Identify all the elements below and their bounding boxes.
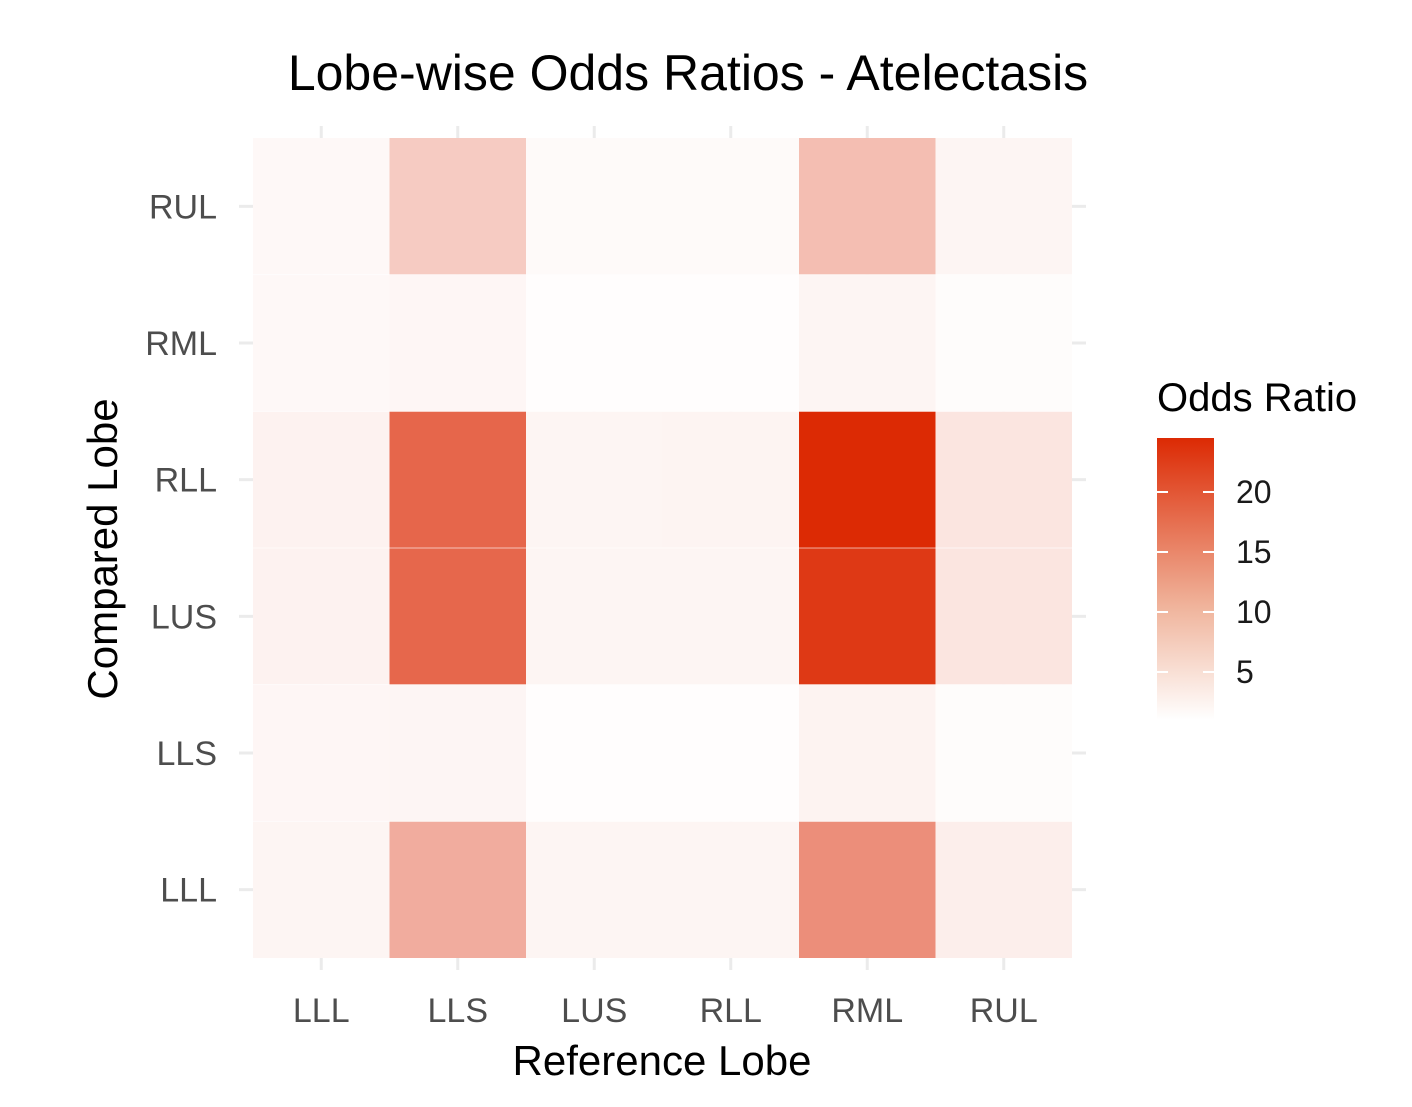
heatmap-cell-rul-lll — [935, 821, 1072, 958]
legend-ticks: 5 10 15 20 — [1157, 474, 1272, 690]
heatmap-cell-lus-rll — [526, 411, 663, 548]
heatmap-cell-lus-lus — [526, 548, 663, 685]
heatmap-cell-lls-lus — [389, 548, 526, 685]
heatmap-cell-rul-lls — [935, 684, 1072, 822]
x-axis-title: Reference Lobe — [513, 1037, 812, 1084]
heatmap-cell-lls-rul — [389, 138, 526, 275]
heatmap-cell-lll-rll — [253, 411, 390, 548]
heatmap-cell-rml-rll — [799, 411, 936, 548]
heatmap-cell-rml-lll — [799, 821, 936, 958]
heatmap-cell-rml-lls — [799, 684, 936, 822]
heatmap-tiles — [253, 138, 1072, 958]
heatmap-cell-lus-rul — [526, 138, 663, 275]
y-tick-label: RUL — [149, 188, 217, 226]
heatmap-cell-lll-rul — [253, 138, 390, 275]
heatmap-cell-lls-lll — [389, 821, 526, 958]
heatmap-cell-lll-rml — [253, 274, 390, 412]
heatmap-cell-rml-lus — [799, 548, 936, 685]
x-tick-label: LLS — [428, 992, 489, 1030]
y-tick-label: RLL — [155, 462, 217, 500]
y-axis-ticks: LLL LLS LUS RLL RML RUL — [145, 188, 217, 909]
heatmap-cell-rll-rul — [662, 138, 799, 275]
heatmap-cell-rll-rll — [662, 411, 799, 548]
x-tick-label: RML — [831, 992, 903, 1030]
legend-tick-label: 5 — [1236, 654, 1254, 690]
heatmap-cell-rul-rul — [935, 138, 1072, 275]
heatmap-cell-lls-rml — [389, 274, 526, 412]
heatmap-cell-rll-rml — [662, 274, 799, 412]
x-tick-label: RUL — [970, 992, 1038, 1030]
heatmap-cell-rll-lll — [662, 821, 799, 958]
legend-tick-label: 20 — [1236, 474, 1272, 510]
heatmap-cell-lll-lll — [253, 821, 390, 958]
heatmap-cell-lls-rll — [389, 411, 526, 548]
y-tick-label: LLL — [160, 872, 217, 910]
heatmap-cell-rml-rul — [799, 138, 936, 275]
heatmap-cell-lus-lll — [526, 821, 663, 958]
heatmap-cell-rll-lls — [662, 684, 799, 822]
heatmap-cell-lus-rml — [526, 274, 663, 412]
heatmap-cell-rll-lus — [662, 548, 799, 685]
heatmap-cell-lll-lls — [253, 684, 390, 822]
chart-title: Lobe-wise Odds Ratios - Atelectasis — [288, 45, 1088, 101]
heatmap-cell-lls-lls — [389, 684, 526, 822]
heatmap-cell-lus-lls — [526, 684, 663, 822]
y-tick-label: LLS — [157, 735, 218, 773]
color-legend: Odds Ratio 5 10 15 20 — [1157, 376, 1357, 720]
y-tick-label: RML — [145, 325, 217, 363]
heatmap-cell-rul-rll — [935, 411, 1072, 548]
legend-colorbar — [1157, 438, 1214, 720]
x-axis-ticks: LLL LLS LUS RLL RML RUL — [293, 992, 1038, 1030]
x-tick-label: LLL — [293, 992, 350, 1030]
y-tick-label: LUS — [151, 598, 217, 636]
x-tick-label: RLL — [700, 992, 762, 1030]
heatmap-cell-rul-rml — [935, 274, 1072, 412]
legend-title: Odds Ratio — [1157, 376, 1357, 420]
y-axis-title: Compared Lobe — [79, 398, 126, 699]
x-tick-label: LUS — [561, 992, 627, 1030]
heatmap-cell-lll-lus — [253, 548, 390, 685]
legend-tick-label: 10 — [1236, 594, 1272, 630]
heatmap-cell-rul-lus — [935, 548, 1072, 685]
heatmap-cell-rml-rml — [799, 274, 936, 412]
legend-tick-label: 15 — [1236, 534, 1272, 570]
